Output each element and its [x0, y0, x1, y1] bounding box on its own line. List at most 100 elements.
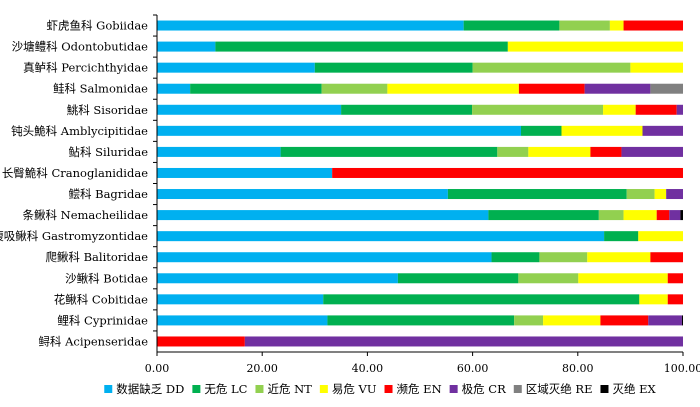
- bar-segment-12-series-2: [491, 252, 540, 263]
- category-label: 钝头鮠科 Amblycipitidae: [11, 124, 148, 138]
- legend-item-8: 灭绝 EX: [600, 382, 657, 396]
- bar-segment-4-series-4: [387, 83, 519, 94]
- bar-segment-12-series-1: [157, 252, 492, 263]
- legend-item-6: 极危 CR: [449, 382, 506, 396]
- legend-label: 近危 NT: [267, 382, 312, 396]
- bar-segment-13-series-4: [578, 273, 668, 284]
- bar-segment-15-series-1: [157, 315, 328, 326]
- bar-segment-7-series-5: [590, 146, 622, 157]
- bar-segment-10-series-5: [656, 210, 670, 221]
- legend-item-3: 近危 NT: [255, 382, 312, 396]
- bar-segment-3-series-2: [314, 62, 473, 73]
- bar-segment-3-series-4: [630, 62, 683, 73]
- x-tick-label: 100.00: [664, 362, 700, 375]
- bar-segment-16-series-6: [244, 336, 683, 347]
- bar-segment-12-series-5: [650, 252, 683, 263]
- bar-segment-13-series-3: [518, 273, 579, 284]
- category-label: 鲿科 Bagridae: [68, 187, 148, 201]
- x-tick-label: 0.00: [145, 362, 170, 375]
- bar-segment-7-series-3: [497, 146, 529, 157]
- bar-segment-5-series-5: [635, 104, 677, 115]
- category-label: 爬鳅科 Balitoridae: [45, 250, 148, 264]
- bar-segment-4-series-2: [190, 83, 322, 94]
- bar-segment-15-series-8: [681, 315, 683, 326]
- category-label: 鲇科 Siluridae: [69, 145, 149, 159]
- bar-segment-14-series-1: [157, 294, 324, 305]
- bar-segment-4-series-5: [518, 83, 585, 94]
- bar-segment-12-series-3: [539, 252, 588, 263]
- legend-swatch: [255, 385, 264, 393]
- bar-segment-15-series-4: [543, 315, 601, 326]
- legend-label: 数据缺乏 DD: [116, 382, 184, 396]
- category-label: 条鳅科 Nemacheilidae: [23, 208, 149, 222]
- bar-segment-7-series-2: [280, 146, 498, 157]
- bar-segment-9-series-3: [626, 189, 655, 200]
- legend-label: 濒危 EN: [397, 382, 442, 396]
- bar-segment-5-series-2: [341, 104, 473, 115]
- bar-segment-11-series-2: [604, 231, 639, 242]
- legend-swatch: [513, 385, 522, 393]
- bar-segment-10-series-8: [680, 210, 683, 221]
- category-label: 沙鳅科 Botidae: [65, 271, 148, 285]
- legend-label: 灭绝 EX: [612, 382, 656, 396]
- bar-segment-1-series-5: [623, 20, 683, 31]
- bar-segment-6-series-1: [157, 125, 521, 136]
- bar-segment-14-series-4: [639, 294, 668, 305]
- legend-item-4: 易危 VU: [319, 382, 377, 396]
- x-tick-label: 40.00: [352, 362, 384, 375]
- bar-segment-2-series-4: [507, 41, 683, 52]
- bar-segment-9-series-2: [447, 189, 627, 200]
- bar-segment-13-series-5: [667, 273, 683, 284]
- category-label: 鲤科 Cyprinidae: [57, 313, 148, 327]
- legend-item-1: 数据缺乏 DD: [104, 382, 184, 396]
- bar-segment-1-series-4: [609, 20, 624, 31]
- bar-segment-11-series-1: [157, 231, 605, 242]
- bar-segment-9-series-6: [666, 189, 683, 200]
- category-label: 虾虎鱼科 Gobiidae: [46, 19, 148, 33]
- bar-segment-10-series-2: [488, 210, 599, 221]
- bar-segment-15-series-5: [600, 315, 649, 326]
- legend-swatch: [384, 385, 393, 393]
- bar-segment-4-series-3: [321, 83, 388, 94]
- bar-segment-16-series-5: [157, 336, 245, 347]
- x-tick-label: 60.00: [457, 362, 489, 375]
- bar-segment-7-series-4: [528, 146, 591, 157]
- bars-layer: [157, 20, 683, 347]
- bar-segment-15-series-6: [648, 315, 682, 326]
- legend-swatch: [192, 385, 201, 393]
- bar-segment-2-series-2: [215, 41, 508, 52]
- bar-segment-6-series-6: [642, 125, 683, 136]
- bar-segment-15-series-2: [327, 315, 515, 326]
- legend-swatch: [319, 385, 328, 393]
- bar-segment-10-series-3: [598, 210, 624, 221]
- bar-segment-14-series-5: [667, 294, 683, 305]
- bar-segment-8-series-1: [157, 167, 333, 178]
- legend: 数据缺乏 DD 无危 LC 近危 NT 易危 VU 濒危 EN 极危 CR 区域灭绝 RE 灭…: [104, 382, 657, 396]
- bar-segment-1-series-3: [559, 20, 610, 31]
- x-tick-label: 80.00: [562, 362, 594, 375]
- legend-swatch: [104, 385, 113, 393]
- bar-segment-11-series-4: [638, 231, 683, 242]
- bar-segment-13-series-1: [157, 273, 398, 284]
- bar-segment-9-series-1: [157, 189, 448, 200]
- legend-swatch: [600, 385, 609, 393]
- legend-item-2: 无危 LC: [192, 382, 248, 396]
- category-label: 长臀鮠科 Cranoglanididae: [2, 166, 148, 180]
- bar-segment-10-series-4: [623, 210, 657, 221]
- category-label: 花鳅科 Cobitidae: [54, 292, 148, 306]
- bar-segment-5-series-6: [676, 104, 683, 115]
- bar-segment-13-series-2: [397, 273, 519, 284]
- bar-segment-5-series-1: [157, 104, 342, 115]
- bar-segment-7-series-6: [621, 146, 683, 157]
- axes: 0.00 20.00 40.00 60.00 80.00 100.00: [145, 14, 700, 375]
- bar-segment-1-series-1: [157, 20, 464, 31]
- bar-segment-7-series-1: [157, 146, 281, 157]
- bar-segment-4-series-1: [157, 83, 191, 94]
- category-label: 鲟科 Acipenseridae: [38, 334, 148, 348]
- bar-segment-3-series-1: [157, 62, 315, 73]
- bar-segment-1-series-2: [463, 20, 560, 31]
- bar-segment-6-series-2: [520, 125, 562, 136]
- legend-label: 区域灭绝 RE: [526, 382, 593, 396]
- legend-label: 极危 CR: [462, 382, 506, 396]
